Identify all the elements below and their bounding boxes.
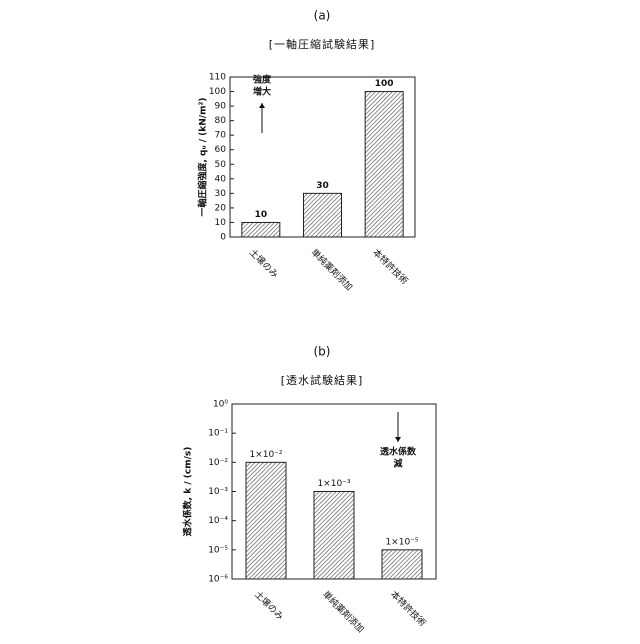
bar [365, 92, 403, 237]
y-tick-label: 10⁰ [213, 400, 228, 410]
annotation: 増大 [253, 86, 271, 98]
annotation-arrow-head [395, 437, 401, 442]
x-tick-label: 単純薬剤添加 [320, 588, 367, 635]
bar [304, 193, 342, 237]
bar [246, 462, 286, 579]
value-label: 100 [375, 79, 394, 89]
y-tick-label: 70 [215, 131, 227, 141]
y-tick-label: 40 [215, 174, 227, 184]
value-label: 1×10⁻³ [317, 479, 350, 489]
annotation-arrow-head [259, 103, 265, 108]
y-tick-label: 50 [215, 160, 227, 170]
y-tick-label: 10 [215, 218, 227, 228]
y-tick-label: 30 [215, 189, 227, 199]
y-tick-label: 10⁻³ [208, 487, 228, 497]
y-tick-label: 10⁻⁶ [208, 575, 228, 585]
y-tick-label: 20 [215, 203, 227, 213]
chart-subtitle: [一軸圧縮試験結果] [269, 37, 376, 51]
bar [314, 492, 354, 580]
chart-subtitle: [透水試験結果] [281, 373, 364, 387]
bar [382, 550, 422, 579]
y-axis-label: 一軸圧縮強度, qᵤ / (kN/m²) [197, 98, 209, 217]
value-label: 1×10⁻² [249, 450, 282, 460]
x-tick-label: 本特許技術 [370, 246, 410, 286]
x-tick-label: 土壌のみ [252, 588, 286, 622]
figure: (a) [一軸圧縮試験結果] 一軸圧縮強度, qᵤ / (kN/m²) 0 10 20 30… [0, 0, 640, 640]
chart-title: (a) [314, 9, 331, 23]
y-tick-label: 10⁻⁵ [208, 545, 228, 555]
y-tick-label: 100 [209, 87, 226, 97]
x-tick-label: 単純薬剤添加 [309, 246, 356, 293]
bar [242, 222, 280, 237]
value-label: 10 [255, 210, 268, 220]
y-tick-label: 10⁻¹ [208, 429, 228, 439]
y-tick-label: 90 [215, 102, 227, 112]
value-label: 30 [316, 181, 329, 191]
y-tick-label: 60 [215, 145, 227, 155]
y-tick-label: 10⁻⁴ [208, 516, 228, 526]
y-tick-label: 10⁻² [208, 458, 228, 468]
chart-title: (b) [314, 345, 331, 359]
y-tick-label: 80 [215, 116, 227, 126]
annotation: 透水係数 [380, 446, 417, 458]
x-tick-label: 土壌のみ [247, 246, 281, 280]
annotation: 強度 [253, 74, 272, 86]
y-tick-label: 110 [209, 73, 226, 83]
value-label: 1×10⁻⁵ [385, 537, 418, 547]
x-tick-label: 本特許技術 [388, 588, 428, 628]
annotation: 減 [393, 458, 402, 470]
y-tick-label: 0 [220, 233, 226, 243]
y-axis-label: 透水係数, k / (cm/s) [182, 447, 194, 537]
